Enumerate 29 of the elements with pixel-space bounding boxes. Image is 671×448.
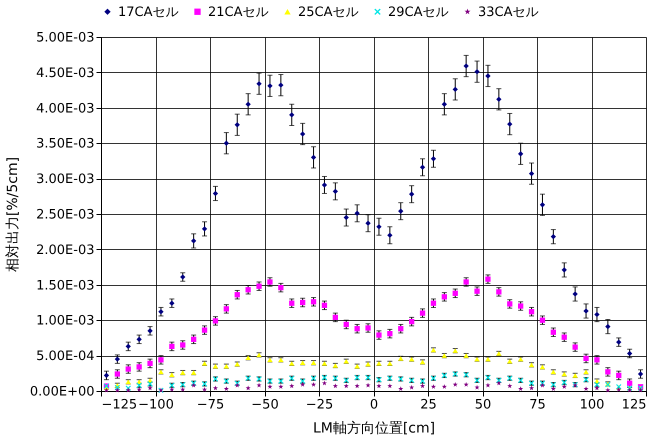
x-tick-label: 0 <box>370 398 378 412</box>
y-tick-label: 3.00E-03 <box>36 172 94 188</box>
y-tick-label: 4.00E-03 <box>36 101 94 116</box>
legend-label: 29CAセル <box>388 4 449 20</box>
y-tick-label: 1.00E-03 <box>36 314 94 329</box>
x-tick-label: 50 <box>474 398 492 412</box>
x-tick-label: −25 <box>306 398 334 412</box>
legend-label: 21CAセル <box>208 4 269 20</box>
x-tick-label: −75 <box>196 398 224 412</box>
y-tick-label: 4.50E-03 <box>36 66 94 81</box>
x-tick-label: −50 <box>251 398 279 412</box>
y-tick-label: 1.50E-03 <box>36 278 94 294</box>
y-tick-label: 3.50E-03 <box>36 136 94 152</box>
legend-label: 25CAセル <box>298 4 359 20</box>
x-tick-label: 25 <box>420 398 437 412</box>
x-tick-label: 75 <box>529 398 546 412</box>
y-tick-label: 2.50E-03 <box>36 208 94 222</box>
y-tick-label: 2.00E-03 <box>36 242 94 258</box>
x-tick-label: 100 <box>580 398 604 412</box>
y-tick-label: 0.00E+00 <box>30 384 94 400</box>
x-tick-label: 125 <box>622 398 646 412</box>
y-tick-label: 5.00E-04 <box>36 349 94 364</box>
y-tick-label: 5.00E-03 <box>36 30 94 46</box>
y-axis-title: 相対出力[%/5cm] <box>4 156 21 272</box>
x-tick-label: −100 <box>138 398 174 412</box>
x-axis-title: LM軸方向位置[cm] <box>312 420 436 436</box>
legend-label: 17CAセル <box>118 4 179 20</box>
x-tick-label: −125 <box>102 398 138 412</box>
legend-label: 33CAセル <box>478 4 539 20</box>
